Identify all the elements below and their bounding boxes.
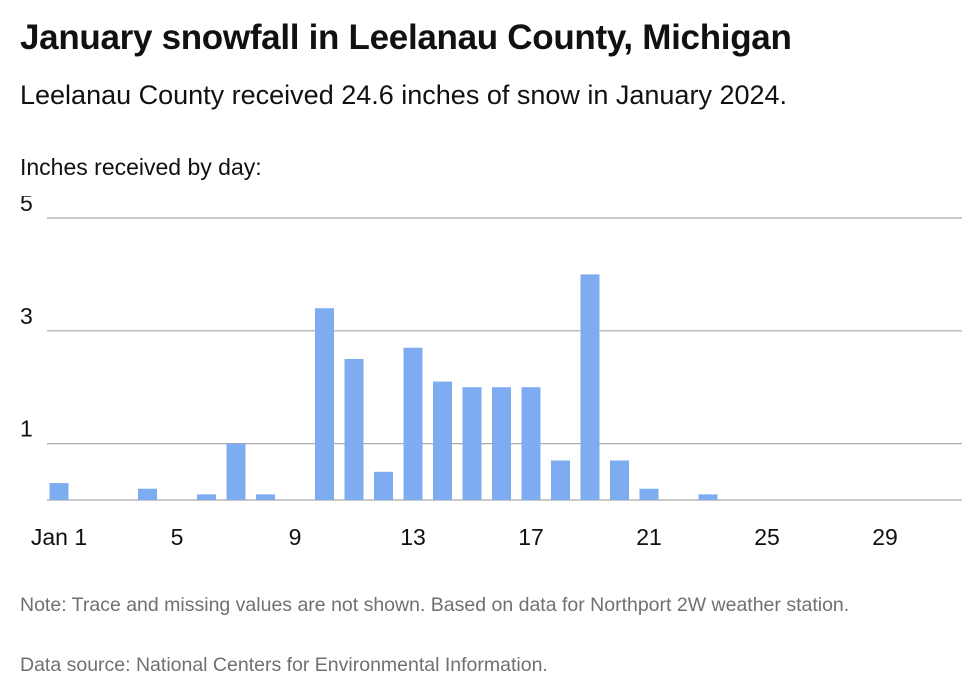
chart-subtitle: Leelanau County received 24.6 inches of … (20, 80, 788, 110)
bar-jan-12 (374, 471, 393, 500)
bar-chart: 135 Jan 1 5 9 13 17 21 25 29 (20, 196, 962, 550)
x-tick-label: 25 (754, 524, 780, 550)
bar-jan-14 (433, 381, 452, 500)
bar-jan-20 (610, 460, 629, 500)
data-source: Data source: National Centers for Enviro… (20, 654, 548, 676)
y-tick-label: 5 (20, 196, 33, 216)
x-tick-label: 13 (400, 524, 426, 550)
y-tick-label: 1 (20, 416, 33, 442)
y-tick-label: 3 (20, 303, 33, 329)
chart-note: Note: Trace and missing values are not s… (20, 594, 850, 616)
bar-jan-13 (403, 347, 423, 500)
bar-jan-1 (49, 483, 69, 500)
bar-jan-23 (698, 494, 718, 500)
x-tick-label: Jan 1 (31, 524, 87, 550)
x-tick-label: 9 (289, 524, 302, 550)
bars (49, 274, 718, 500)
x-tick-label: 17 (518, 524, 544, 550)
bar-jan-7 (226, 443, 246, 500)
bar-jan-18 (551, 460, 570, 500)
x-tick-labels: Jan 1 5 9 13 17 21 25 29 (31, 524, 898, 550)
bar-jan-8 (256, 494, 275, 500)
chart-title: January snowfall in Leelanau County, Mic… (20, 18, 792, 57)
bar-jan-11 (344, 359, 364, 500)
bar-jan-10 (315, 308, 334, 500)
bar-jan-6 (197, 494, 216, 500)
bar-jan-21 (639, 488, 659, 500)
bar-jan-16 (492, 387, 511, 500)
bar-jan-17 (521, 387, 541, 500)
bar-jan-4 (138, 488, 157, 500)
x-tick-label: 5 (171, 524, 184, 550)
y-axis-label: Inches received by day: (20, 154, 262, 180)
bar-jan-19 (580, 274, 600, 500)
bar-jan-15 (462, 387, 482, 500)
y-tick-labels: 1 3 5 (20, 196, 33, 442)
x-tick-label: 29 (872, 524, 898, 550)
x-tick-label: 21 (636, 524, 662, 550)
